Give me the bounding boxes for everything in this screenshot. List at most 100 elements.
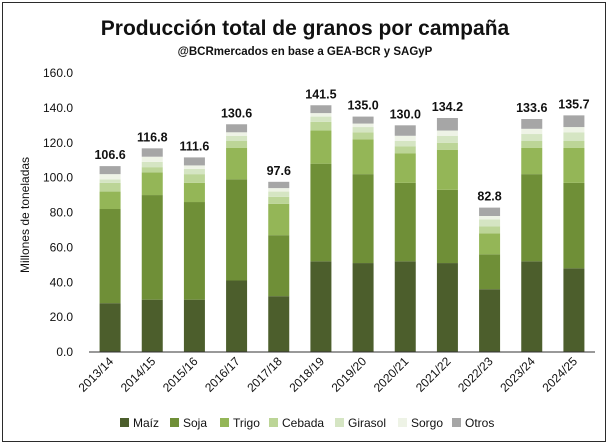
y-tick-label: 140.0 [43, 101, 73, 115]
y-tick-label: 20.0 [50, 310, 74, 324]
bar-segment-girasol [183, 168, 205, 175]
bar-segment-sorgo [563, 127, 585, 133]
x-tick-label: 2021/22 [413, 354, 454, 395]
bar-segment-cebada [141, 167, 163, 173]
total-label: 97.6 [267, 164, 291, 178]
total-labels: 106.6 116.8 111.6 130.6 97.6 141.5 135.0 130.0 1… [94, 87, 589, 203]
x-tick-label: 2014/15 [118, 354, 159, 395]
bar-2016-17 [226, 124, 248, 352]
bar-segment-otros [436, 117, 458, 131]
bars [99, 105, 585, 352]
x-tick-label: 2024/25 [539, 354, 580, 395]
bar-segment-girasol [268, 191, 290, 197]
legend-label: Trigo [233, 416, 260, 430]
bar-segment-sorgo [99, 174, 121, 180]
x-tick-label: 2017/18 [244, 354, 285, 395]
bar-segment-cebada [183, 174, 205, 183]
bar-segment-otros [268, 181, 290, 189]
bar-segment-soja [310, 163, 332, 262]
legend-label: Cebada [282, 416, 324, 430]
bar-segment-trigo [268, 203, 290, 236]
bar-segment-girasol [141, 161, 163, 168]
bar-segment-cebada [563, 141, 585, 148]
bar-segment-cebada [521, 141, 543, 148]
bar-segment-otros [141, 148, 163, 157]
bar-segment-maíz [141, 299, 163, 352]
bar-segment-girasol [521, 134, 543, 142]
bar-segment-cebada [479, 226, 501, 234]
bar-segment-maíz [183, 299, 205, 352]
bar-segment-otros [479, 207, 501, 216]
legend-swatch [398, 418, 407, 427]
bar-segment-trigo [394, 153, 416, 183]
bar-segment-cebada [99, 182, 121, 192]
x-tick-label: 2020/21 [371, 354, 412, 395]
bar-segment-sorgo [521, 128, 543, 135]
bar-segment-sorgo [183, 165, 205, 169]
bar-segment-otros [99, 166, 121, 175]
x-axis-ticks: 2013/14 2014/15 2015/16 2016/17 2017/18 2018/… [76, 354, 581, 395]
bar-segment-soja [99, 209, 121, 304]
x-tick-label: 2013/14 [76, 354, 117, 395]
bar-segment-trigo [352, 139, 374, 175]
x-tick-label: 2022/23 [455, 354, 496, 395]
bar-segment-maíz [394, 261, 416, 352]
bar-segment-girasol [352, 127, 374, 133]
bar-segment-soja [521, 174, 543, 262]
bar-segment-maíz [563, 268, 585, 352]
stacked-bar-chart: Producción total de granos por campaña @… [18, 17, 595, 430]
legend-item-girasol: Girasol [335, 416, 386, 430]
bar-segment-soja [268, 235, 290, 297]
bar-segment-trigo [183, 182, 205, 203]
bar-2023-24 [521, 119, 543, 352]
bar-segment-otros [183, 157, 205, 166]
bar-segment-soja [226, 179, 248, 281]
bar-segment-soja [183, 202, 205, 300]
bar-segment-sorgo [479, 215, 501, 220]
legend-swatch [120, 418, 129, 427]
total-label: 106.6 [94, 148, 125, 162]
bar-segment-trigo [436, 149, 458, 190]
bar-segment-cebada [226, 141, 248, 148]
bar-segment-otros [226, 124, 248, 133]
bar-2022-23 [479, 207, 501, 352]
bar-segment-soja [479, 254, 501, 290]
x-tick-label: 2015/16 [160, 354, 201, 395]
bar-segment-otros [563, 115, 585, 128]
total-label: 135.0 [347, 99, 378, 113]
y-axis-label: Millones de toneladas [18, 157, 32, 273]
y-axis-ticks: 0.0 20.0 40.0 60.0 80.0 100.0 120.0 140.0 160.0 [43, 66, 73, 359]
total-label: 130.0 [390, 107, 421, 121]
bar-segment-maíz [352, 263, 374, 352]
y-tick-label: 40.0 [50, 275, 74, 289]
x-tick-label: 2016/17 [202, 354, 243, 395]
bar-segment-trigo [479, 233, 501, 255]
legend-label: Maíz [133, 416, 159, 430]
legend-swatch [452, 418, 461, 427]
bar-segment-girasol [310, 116, 332, 122]
bar-segment-maíz [99, 303, 121, 352]
chart-subtitle: @BCRmercados en base a GEA-BCR y SAGyP [178, 46, 433, 58]
bar-segment-sorgo [394, 135, 416, 142]
bar-segment-soja [436, 189, 458, 264]
legend-label: Girasol [348, 416, 386, 430]
total-label: 116.8 [137, 130, 168, 144]
legend-item-sorgo: Sorgo [398, 416, 443, 430]
x-tick-label: 2019/20 [329, 354, 370, 395]
bar-segment-trigo [226, 147, 248, 180]
bar-segment-girasol [394, 141, 416, 147]
legend-swatch [170, 418, 179, 427]
legend-label: Sorgo [411, 416, 443, 430]
y-tick-label: 0.0 [56, 345, 73, 359]
bar-segment-girasol [99, 179, 121, 183]
bar-segment-soja [394, 182, 416, 262]
bar-segment-trigo [310, 130, 332, 164]
legend: Maíz Soja Trigo Cebada Girasol Sorgo Otros [120, 416, 494, 430]
bar-segment-girasol [226, 135, 248, 142]
y-tick-label: 120.0 [43, 136, 73, 150]
bar-2015-16 [183, 157, 205, 352]
bar-segment-cebada [352, 132, 374, 140]
bar-segment-otros [310, 105, 332, 114]
bar-2014-15 [141, 148, 163, 352]
bar-segment-sorgo [226, 132, 248, 136]
